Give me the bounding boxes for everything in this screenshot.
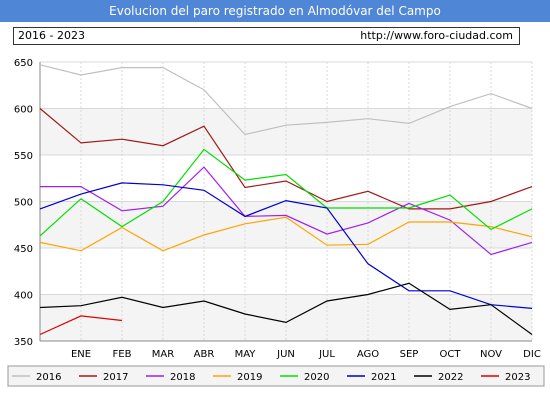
series-lines — [39, 64, 533, 336]
x-tick-label: MAR — [152, 349, 174, 360]
x-tick-label: ABR — [194, 349, 215, 360]
x-tick-label: SEP — [400, 349, 419, 360]
series-line-2018 — [40, 166, 533, 256]
legend-label-2020: 2020 — [304, 372, 329, 383]
y-tick-label: 450 — [14, 244, 33, 255]
y-tick-label: 500 — [14, 198, 33, 209]
info-bar: 2016 - 2023 http://www.foro-ciudad.com — [13, 27, 520, 45]
source-url: http://www.foro-ciudad.com — [360, 29, 513, 42]
chart-title: Evolucion del paro registrado en Almodóv… — [0, 0, 550, 22]
legend-label-2018: 2018 — [170, 372, 195, 383]
legend: 2016 2017 2018 2019 2020 2021 2022 2023 — [7, 365, 545, 387]
legend-label-2022: 2022 — [438, 372, 463, 383]
series-line-2019 — [39, 216, 533, 252]
plot-band — [40, 201, 532, 248]
legend-label-2016: 2016 — [36, 372, 61, 383]
legend-label-2023: 2023 — [505, 372, 530, 383]
plot-band — [40, 62, 532, 109]
x-tick-label: JUL — [318, 349, 335, 360]
legend-label-2017: 2017 — [103, 372, 128, 383]
x-axis-ticks: ENE FEB MAR ABR MAY JUN JUL AGO SEP OCT NOV DIC — [71, 349, 541, 360]
x-tick-label: FEB — [113, 349, 132, 360]
y-tick-label: 650 — [14, 58, 33, 69]
series-line-2023 — [39, 315, 123, 336]
x-tick-label: DIC — [523, 349, 541, 360]
x-tick-label: MAY — [235, 349, 257, 360]
x-tick-label: NOV — [480, 349, 502, 360]
series-line-2017 — [39, 108, 533, 210]
y-tick-label: 400 — [14, 291, 33, 302]
x-tick-label: JUN — [276, 349, 295, 360]
legend-label-2021: 2021 — [371, 372, 396, 383]
x-tick-label: AGO — [357, 349, 379, 360]
y-axis-ticks: 350 400 450 500 550 600 650 — [14, 58, 33, 348]
y-tick-label: 350 — [14, 337, 33, 348]
series-line-2022 — [39, 282, 533, 335]
legend-label-2019: 2019 — [237, 372, 262, 383]
x-tick-label: OCT — [440, 349, 462, 360]
period-label: 2016 - 2023 — [18, 29, 85, 42]
x-tick-label: ENE — [71, 349, 91, 360]
series-line-2016 — [39, 64, 533, 136]
series-line-2020 — [39, 148, 533, 237]
legend-box — [7, 365, 545, 387]
y-tick-label: 550 — [14, 151, 33, 162]
y-tick-label: 600 — [14, 105, 33, 116]
series-line-2021 — [39, 182, 533, 309]
